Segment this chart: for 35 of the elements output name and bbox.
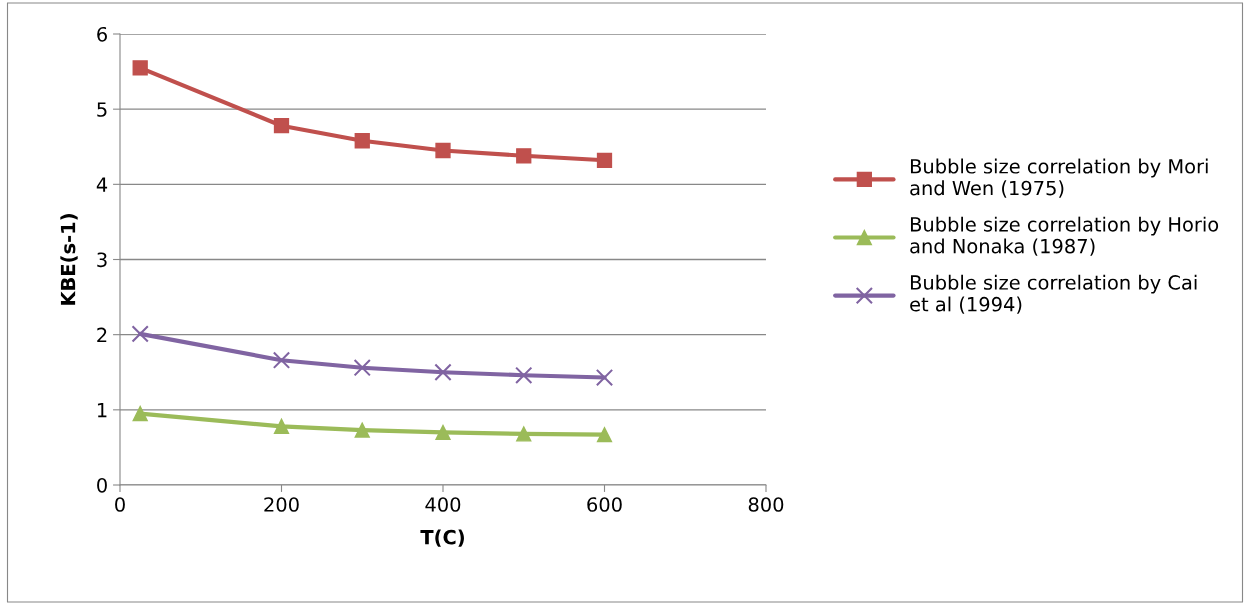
- y-tick-label: 3: [97, 252, 107, 268]
- y-tick-label: 0: [97, 477, 107, 493]
- x-tick-label: 200: [264, 497, 299, 512]
- point: [596, 426, 613, 443]
- x-tick-label: 800: [748, 497, 784, 512]
- point: [434, 363, 452, 381]
- x-tick-label: 600: [587, 497, 622, 512]
- point: [132, 405, 148, 422]
- y-tick-label: 6: [97, 26, 107, 42]
- x-tick-label: 400: [425, 497, 461, 512]
- point: [272, 351, 291, 369]
- y-axis-title: KBE(s-1): [60, 214, 78, 305]
- x-axis-title: T(C): [420, 529, 464, 547]
- point: [132, 60, 148, 76]
- point: [354, 422, 370, 438]
- x-tick-label: 0: [115, 497, 125, 512]
- point: [595, 368, 614, 387]
- point: [516, 148, 532, 164]
- y-tick-label: 1: [97, 403, 107, 418]
- point: [435, 424, 451, 441]
- point: [273, 418, 290, 435]
- point: [273, 118, 290, 134]
- point: [353, 359, 371, 377]
- legend-label: Bubble size correlation by Cai et al (1994): [910, 274, 1197, 314]
- y-tick-label: 2: [97, 327, 107, 343]
- y-tick-label: 4: [96, 177, 108, 192]
- y-tick-label: 5: [97, 102, 107, 117]
- legend-label: Bubble size correlation by Horio and Nonaka (1987): [910, 216, 1219, 256]
- point: [435, 142, 451, 159]
- point: [516, 426, 532, 442]
- legend-label: Bubble size correlation by Mori and Wen (1975): [910, 158, 1208, 198]
- point: [354, 133, 370, 149]
- point: [131, 325, 149, 343]
- point: [596, 152, 613, 168]
- point: [515, 366, 533, 384]
